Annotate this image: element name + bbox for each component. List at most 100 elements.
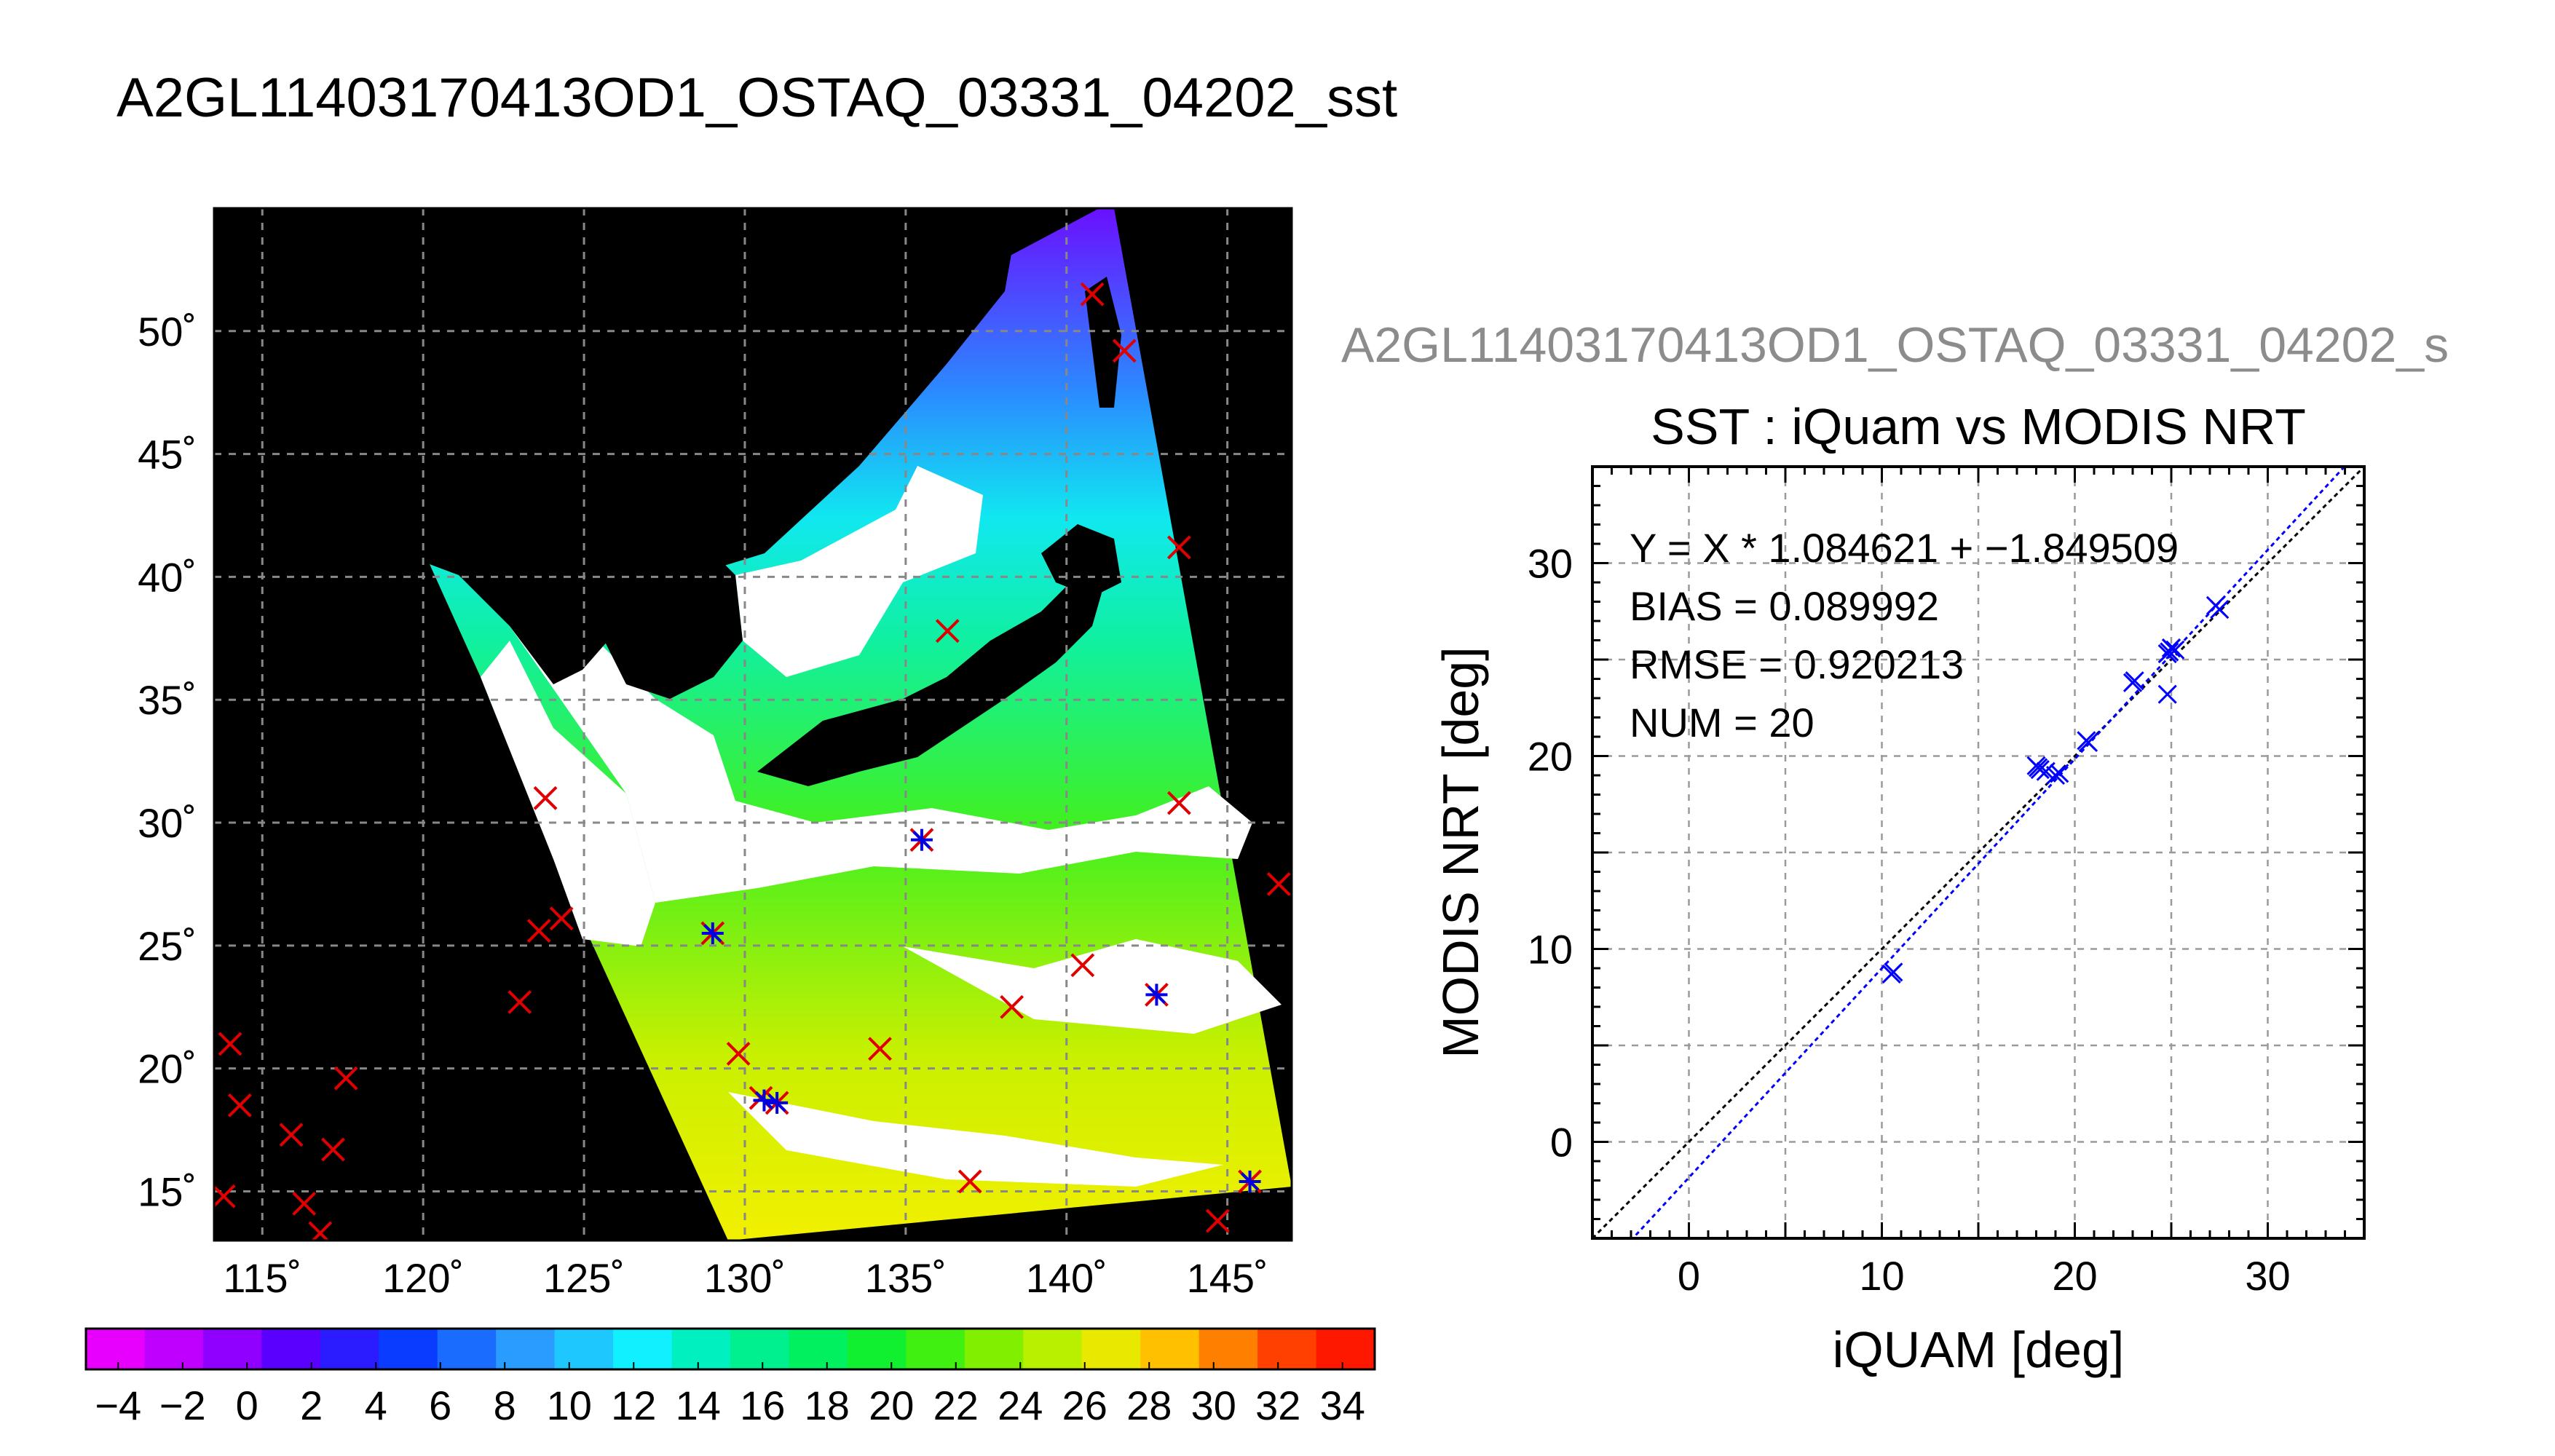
map-lat-label: 20˚ bbox=[138, 1046, 197, 1092]
iquam-marker bbox=[321, 1137, 345, 1162]
iquam-marker bbox=[508, 990, 532, 1014]
colorbar-segment bbox=[144, 1329, 204, 1369]
stats-line-equation: Y = X * 1.084621 + −1.849509 bbox=[1630, 525, 2179, 571]
iquam-marker bbox=[227, 1093, 252, 1117]
colorbar-label: −4 bbox=[95, 1382, 141, 1428]
colorbar-label: 12 bbox=[611, 1382, 656, 1428]
colorbar-label: 30 bbox=[1191, 1382, 1236, 1428]
colorbar-segment bbox=[437, 1329, 497, 1369]
y-tick-label: 30 bbox=[1528, 541, 1573, 587]
x-axis-label: iQUAM [deg] bbox=[1833, 1321, 2125, 1378]
map-lon-label: 120˚ bbox=[382, 1255, 464, 1301]
land-sakhalin bbox=[1085, 277, 1121, 408]
matchup-marker bbox=[1145, 984, 1168, 1006]
land-mainland bbox=[214, 208, 1019, 684]
y-axis-label: MODIS NRT [deg] bbox=[1432, 646, 1489, 1058]
scatter-point bbox=[2210, 600, 2230, 620]
iquam-marker bbox=[533, 786, 558, 810]
colorbar-segment bbox=[1316, 1329, 1375, 1369]
overlay-title: A2GL11403170413OD1_OSTAQ_03331_04202_s bbox=[1341, 317, 2449, 373]
x-tick-labels: 0 10 20 30 bbox=[1678, 1253, 2291, 1299]
iquam-marker bbox=[1166, 791, 1191, 815]
map-lon-label: 115˚ bbox=[223, 1255, 301, 1301]
colorbar-segment bbox=[379, 1329, 438, 1369]
map-lon-label: 125˚ bbox=[543, 1255, 625, 1301]
cloud-cover bbox=[735, 466, 983, 677]
stats-line-rmse: RMSE = 0.920213 bbox=[1630, 641, 1964, 687]
y-tick-label: 0 bbox=[1550, 1120, 1573, 1166]
iquam-marker bbox=[1166, 535, 1191, 560]
matchup-marker bbox=[753, 1089, 775, 1112]
stats-line-num: NUM = 20 bbox=[1630, 700, 1814, 745]
scatter-point bbox=[2157, 684, 2177, 704]
colorbar-label: 22 bbox=[933, 1382, 979, 1428]
main-title: A2GL11403170413OD1_OSTAQ_03331_04202_sst bbox=[117, 67, 1397, 129]
scatter-plot bbox=[1591, 465, 2366, 1240]
cloud-cover bbox=[903, 939, 1282, 1034]
iquam-marker bbox=[1205, 1208, 1230, 1233]
map-lon-label: 135˚ bbox=[865, 1255, 947, 1301]
iquam-marker bbox=[279, 1123, 304, 1147]
colorbar-label: 4 bbox=[365, 1382, 387, 1428]
x-tick-label: 20 bbox=[2052, 1253, 2097, 1299]
map-markers bbox=[214, 282, 1291, 1241]
map-gridlines bbox=[214, 208, 1292, 1241]
iquam-marker bbox=[1070, 953, 1095, 978]
colorbar: −4 −2 0 2 4 6 8 10 12 14 16 18 20 22 24 26 28 30 32 34 bbox=[84, 1327, 1376, 1428]
map-lon-labels: 115˚ 120˚ 125˚ 130˚ 135˚ 140˚ 145˚ bbox=[223, 1255, 1268, 1301]
chart-title: SST : iQuam vs MODIS NRT bbox=[1651, 398, 2306, 455]
iquam-marker bbox=[726, 1041, 751, 1066]
colorbar-segment bbox=[1023, 1329, 1083, 1369]
scatter-point bbox=[1884, 962, 1903, 982]
y-tick-labels: 0 10 20 30 bbox=[1528, 541, 1573, 1166]
colorbar-segment bbox=[496, 1329, 556, 1369]
colorbar-label: 28 bbox=[1126, 1382, 1172, 1428]
cloud-cover bbox=[510, 626, 1252, 903]
iquam-marker bbox=[957, 1169, 982, 1194]
y-tick-label: 10 bbox=[1528, 927, 1573, 973]
land-hokkaido bbox=[1041, 524, 1121, 597]
scatter-points bbox=[1881, 596, 2230, 984]
colorbar-label: 0 bbox=[236, 1382, 258, 1428]
land-korea bbox=[604, 539, 743, 699]
iquam-marker bbox=[935, 619, 960, 644]
map-lat-label: 40˚ bbox=[138, 554, 197, 600]
colorbar-frame bbox=[84, 1327, 1376, 1371]
colorbar-segment bbox=[613, 1329, 673, 1369]
scatter-point bbox=[2029, 758, 2048, 778]
land-japan bbox=[757, 553, 1107, 786]
colorbar-segment bbox=[964, 1329, 1024, 1369]
colorbar-segment bbox=[320, 1329, 379, 1369]
colorbar-segment bbox=[671, 1329, 731, 1369]
map-lat-label: 15˚ bbox=[138, 1168, 197, 1214]
iquam-marker bbox=[1112, 339, 1137, 363]
iquam-marker bbox=[218, 1032, 242, 1056]
colorbar-segment bbox=[202, 1329, 262, 1369]
map-lat-label: 45˚ bbox=[138, 432, 197, 478]
matchup-marker bbox=[1239, 1170, 1261, 1192]
plot-gridlines bbox=[1592, 467, 2364, 1238]
x-tick-label: 30 bbox=[2245, 1253, 2290, 1299]
one-to-one-line bbox=[1592, 467, 2364, 1238]
colorbar-segment bbox=[1257, 1329, 1317, 1369]
colorbar-segment bbox=[847, 1329, 907, 1369]
colorbar-label: 18 bbox=[805, 1382, 850, 1428]
colorbar-segment bbox=[789, 1329, 848, 1369]
cloud-cover bbox=[481, 641, 655, 946]
colorbar-label: 34 bbox=[1320, 1382, 1365, 1428]
colorbar-label: 26 bbox=[1062, 1382, 1107, 1428]
matchup-marker bbox=[910, 828, 933, 851]
map-lat-label: 35˚ bbox=[138, 677, 197, 723]
sst-map bbox=[214, 208, 1292, 1241]
map-frame bbox=[213, 207, 1293, 1242]
map-lat-label: 25˚ bbox=[138, 923, 197, 969]
stats-line-bias: BIAS = 0.089992 bbox=[1630, 583, 1939, 629]
iquam-marker bbox=[549, 906, 574, 931]
scatter-point bbox=[2050, 764, 2069, 783]
scatter-point bbox=[2165, 640, 2185, 660]
plot-frame bbox=[1591, 465, 2366, 1240]
scatter-point bbox=[2045, 765, 2066, 786]
scatter-point bbox=[2161, 638, 2181, 658]
x-tick-label: 0 bbox=[1678, 1253, 1700, 1299]
